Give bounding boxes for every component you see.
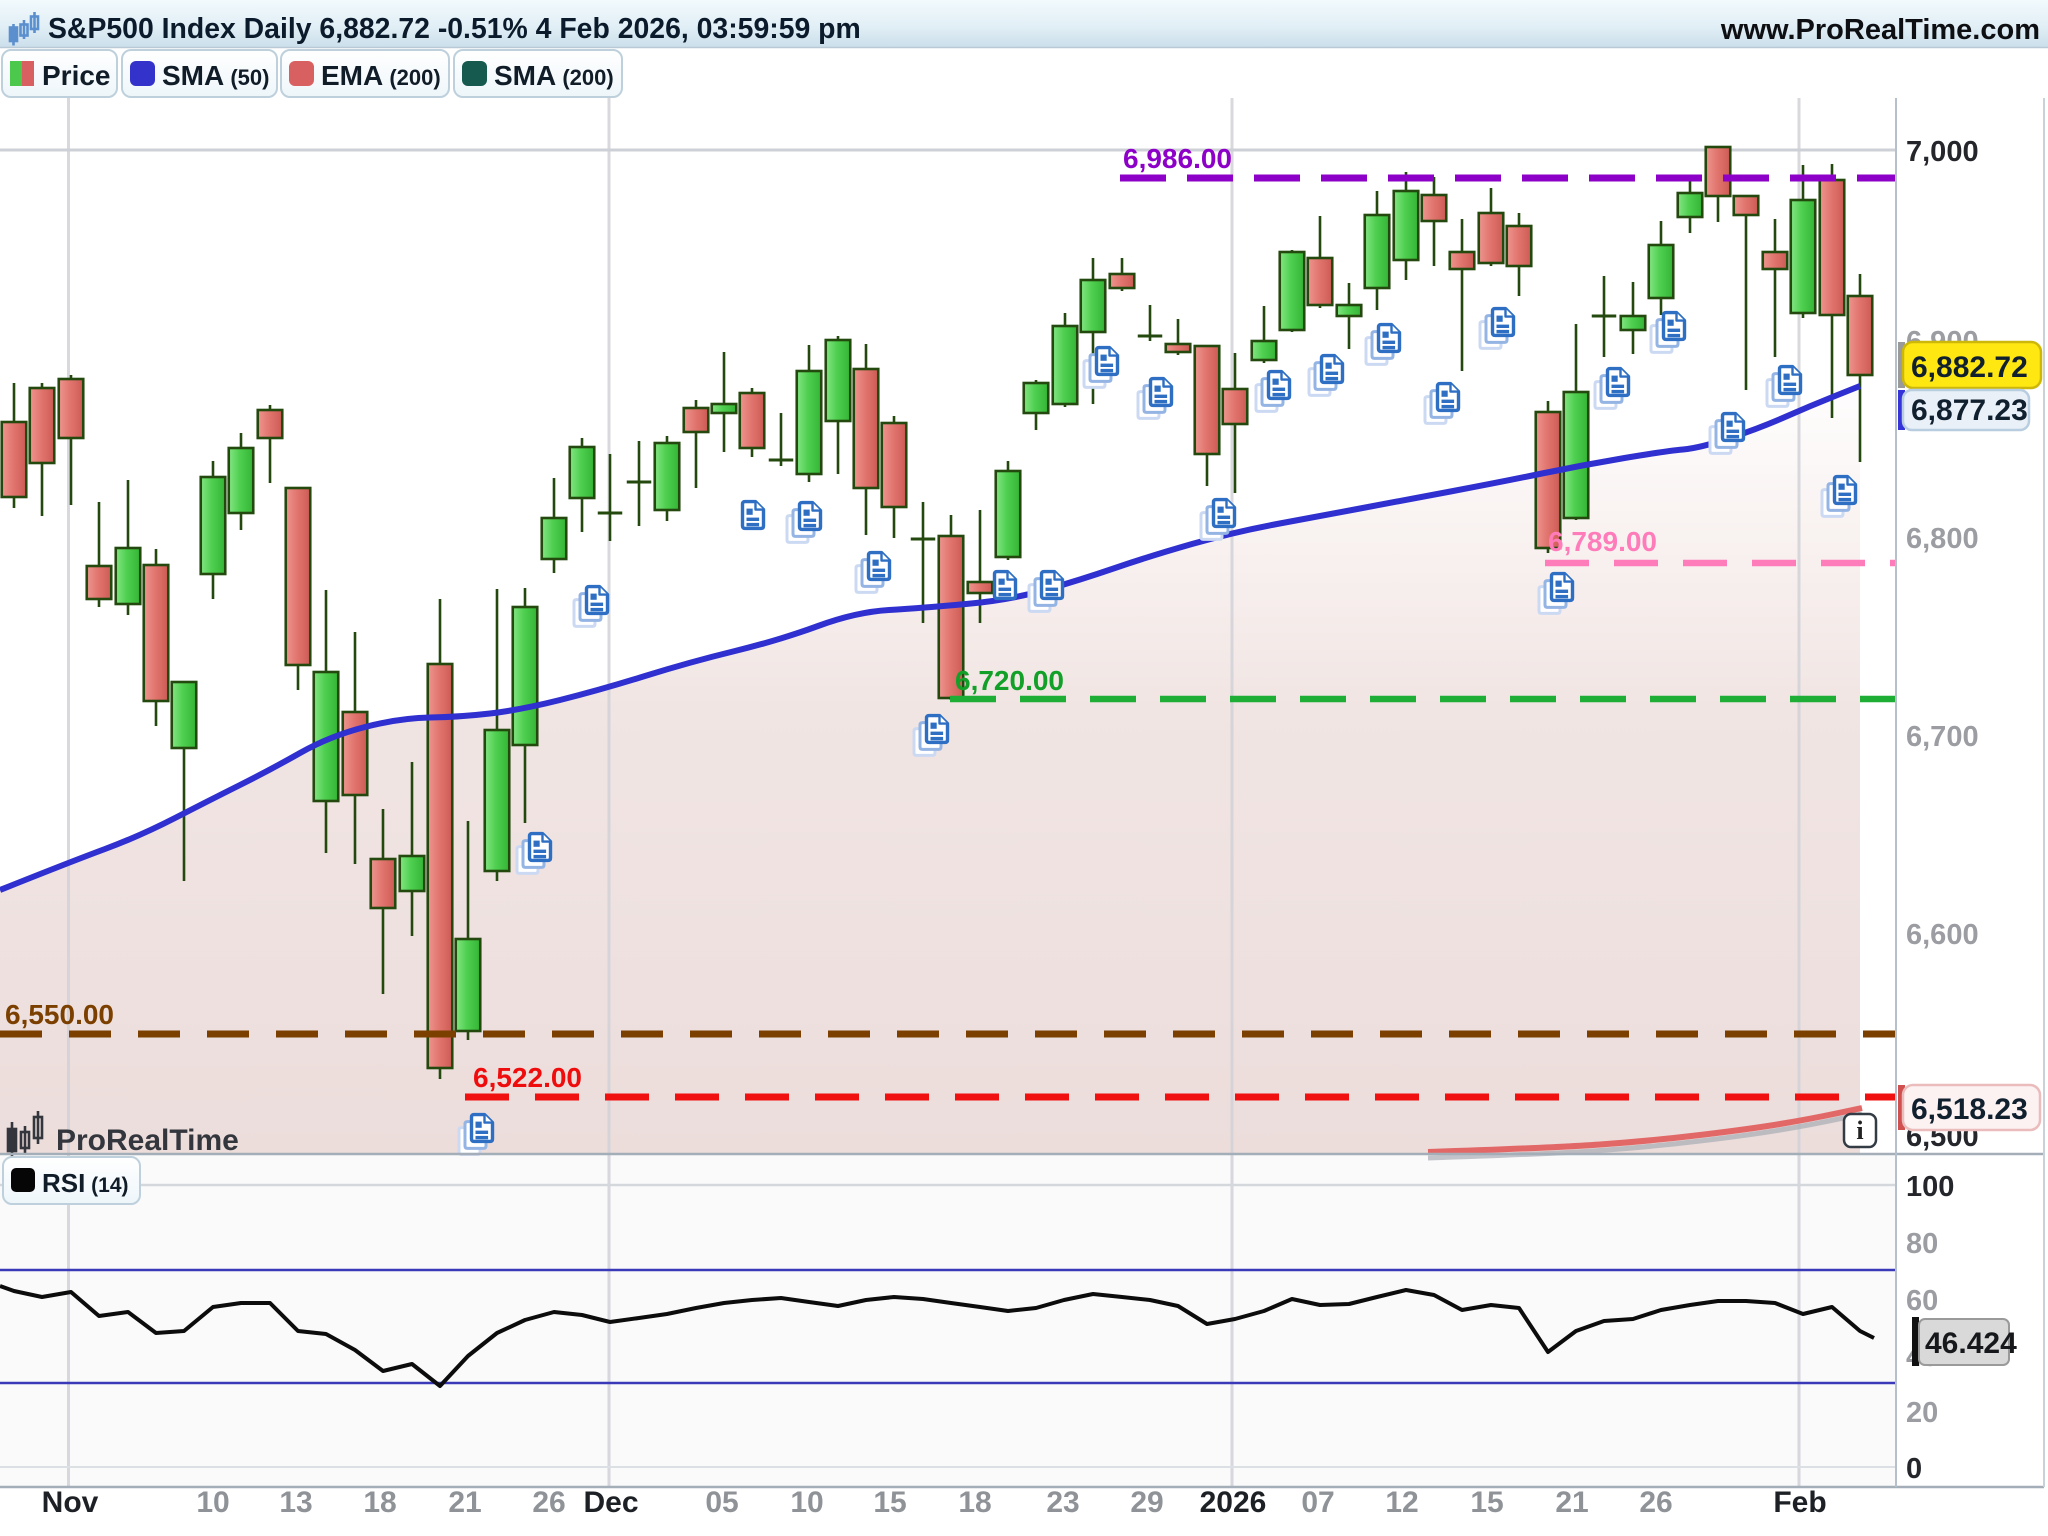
svg-text:6,700: 6,700 [1906, 721, 1979, 753]
svg-text:EMA (200): EMA (200) [321, 60, 441, 91]
svg-text:29: 29 [1130, 1486, 1163, 1519]
svg-text:Feb: Feb [1773, 1486, 1826, 1519]
svg-text:26: 26 [1639, 1486, 1672, 1519]
svg-text:S&P500 Index Daily 6,882.72 -0: S&P500 Index Daily 6,882.72 -0.51% 4 Feb… [48, 13, 861, 45]
svg-text:21: 21 [448, 1486, 481, 1519]
svg-text:80: 80 [1906, 1228, 1938, 1260]
svg-text:6,877.23: 6,877.23 [1911, 394, 2028, 427]
svg-text:6,882.72: 6,882.72 [1911, 351, 2028, 384]
svg-text:2026: 2026 [1200, 1486, 1267, 1519]
svg-text:SMA (200): SMA (200) [494, 60, 614, 91]
svg-text:18: 18 [363, 1486, 396, 1519]
svg-text:20: 20 [1906, 1397, 1938, 1429]
svg-text:10: 10 [196, 1486, 229, 1519]
svg-text:6,522.00: 6,522.00 [473, 1062, 582, 1093]
svg-text:Price: Price [42, 60, 111, 91]
svg-text:0: 0 [1906, 1453, 1922, 1485]
svg-text:18: 18 [958, 1486, 991, 1519]
svg-text:60: 60 [1906, 1285, 1938, 1317]
svg-text:Dec: Dec [583, 1486, 638, 1519]
svg-text:i: i [1856, 1116, 1863, 1145]
svg-text:100: 100 [1906, 1171, 1954, 1203]
svg-text:ProRealTime: ProRealTime [56, 1124, 239, 1157]
svg-text:10: 10 [790, 1486, 823, 1519]
svg-text:23: 23 [1046, 1486, 1079, 1519]
svg-text:6,600: 6,600 [1906, 919, 1979, 951]
svg-text:15: 15 [873, 1486, 906, 1519]
svg-text:21: 21 [1555, 1486, 1588, 1519]
svg-text:SMA (50): SMA (50) [162, 60, 269, 91]
svg-text:6,720.00: 6,720.00 [955, 665, 1064, 696]
svg-text:46.424: 46.424 [1925, 1327, 2017, 1360]
svg-text:6,789.00: 6,789.00 [1548, 526, 1657, 557]
svg-text:05: 05 [705, 1486, 738, 1519]
svg-text:6,550.00: 6,550.00 [5, 999, 114, 1030]
svg-text:07: 07 [1301, 1486, 1334, 1519]
svg-text:12: 12 [1385, 1486, 1418, 1519]
svg-text:13: 13 [279, 1486, 312, 1519]
svg-text:26: 26 [532, 1486, 565, 1519]
svg-text:6,518.23: 6,518.23 [1911, 1093, 2028, 1126]
svg-text:15: 15 [1470, 1486, 1503, 1519]
svg-text:Nov: Nov [42, 1486, 99, 1519]
svg-text:www.ProRealTime.com: www.ProRealTime.com [1720, 14, 2040, 46]
svg-text:7,000: 7,000 [1906, 136, 1979, 168]
svg-text:6,986.00: 6,986.00 [1123, 143, 1232, 174]
svg-text:6,800: 6,800 [1906, 523, 1979, 555]
